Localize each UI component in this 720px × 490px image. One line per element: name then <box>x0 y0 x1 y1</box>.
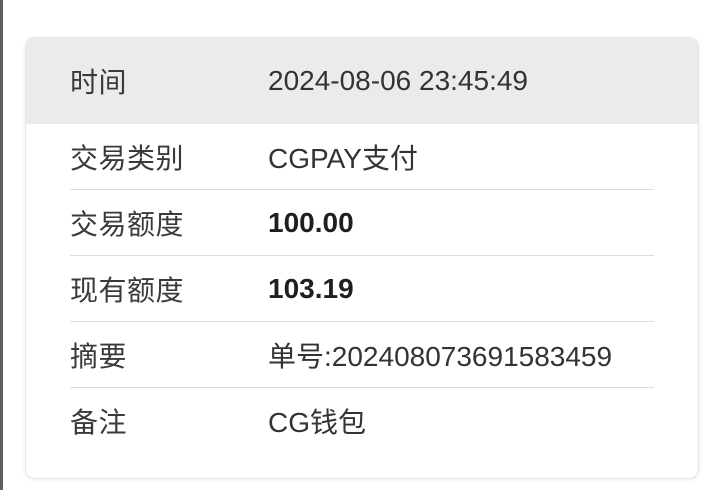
row-value: 103.19 <box>268 272 354 304</box>
table-row-current-balance: 现有额度 103.19 <box>70 256 654 322</box>
row-value: 100.00 <box>268 206 354 238</box>
table-row-summary: 摘要 单号:202408073691583459 <box>70 322 654 388</box>
table-row-transaction-type: 交易类别 CGPAY支付 <box>70 124 654 190</box>
row-label: 备注 <box>70 407 128 438</box>
table-row-transaction-amount: 交易额度 100.00 <box>70 190 654 256</box>
row-label: 交易额度 <box>70 208 185 240</box>
transaction-detail-card: 时间 2024-08-06 23:45:49 交易类别 CGPAY支付 交易额度… <box>25 37 699 479</box>
table-row-time: 时间 2024-08-06 23:45:49 <box>26 38 698 124</box>
row-value-timestamp: 2024-08-06 23:45:49 <box>268 65 528 96</box>
table-body: 交易类别 CGPAY支付 交易额度 100.00 现有额度 103.19 摘要 … <box>70 124 654 454</box>
row-label: 交易类别 <box>70 142 185 174</box>
left-edge-line <box>0 0 3 490</box>
table-row-remark: 备注 CG钱包 <box>70 388 654 454</box>
row-label-time: 时间 <box>70 67 128 98</box>
row-value: CGPAY支付 <box>268 142 418 174</box>
row-label: 现有额度 <box>70 274 185 306</box>
row-label: 摘要 <box>70 340 128 372</box>
row-value: CG钱包 <box>268 407 367 438</box>
row-value: 单号:202408073691583459 <box>268 340 613 372</box>
